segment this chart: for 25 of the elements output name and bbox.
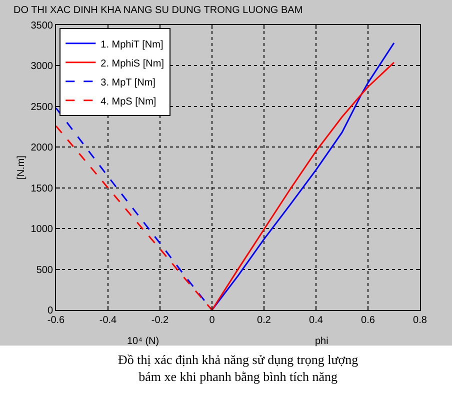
legend-label: 2. MphiS [Nm] (100, 58, 164, 70)
y-tick-label: 3500 (30, 20, 54, 32)
x-tick-label: -0.4 (99, 315, 118, 326)
y-tick-label: 1000 (30, 224, 54, 236)
y-tick-label: 0 (47, 306, 54, 316)
legend-label: 1. MphiT [Nm] (100, 39, 164, 50)
text: Đồ thị xác định khả năng sử dụng trọng lượng bám xe khi phanh bằng bình tích năng (118, 352, 359, 384)
text: 10⁴ (N) (127, 336, 160, 347)
x-tick-label: 0.6 (361, 315, 376, 326)
legend-label: 4. MpS [Nm] (100, 96, 156, 108)
x-tick-label: 0.4 (309, 315, 324, 326)
y-tick-label: 500 (36, 264, 54, 276)
y-tick-label: 2500 (30, 102, 54, 113)
y-axis-title: [N.m] (16, 155, 27, 180)
x-tick-label: -0.2 (151, 315, 170, 326)
x-tick-label: 0.2 (257, 315, 272, 326)
y-tick-label: 3000 (30, 61, 54, 72)
y-tick-label: 1500 (30, 183, 54, 194)
x-axis-title: phi (315, 336, 328, 347)
chart-title: DO THI XAC DINH KHA NANG SU DUNG TRONG LUONG BAM (14, 4, 303, 16)
x-tick-label: 0 (209, 315, 216, 326)
y-tick-label: 2000 (30, 142, 54, 154)
legend-label: 3. MpT [Nm] (100, 77, 156, 88)
x-tick-label: 0.8 (413, 315, 428, 326)
x-tick-label: -0.6 (47, 315, 66, 326)
